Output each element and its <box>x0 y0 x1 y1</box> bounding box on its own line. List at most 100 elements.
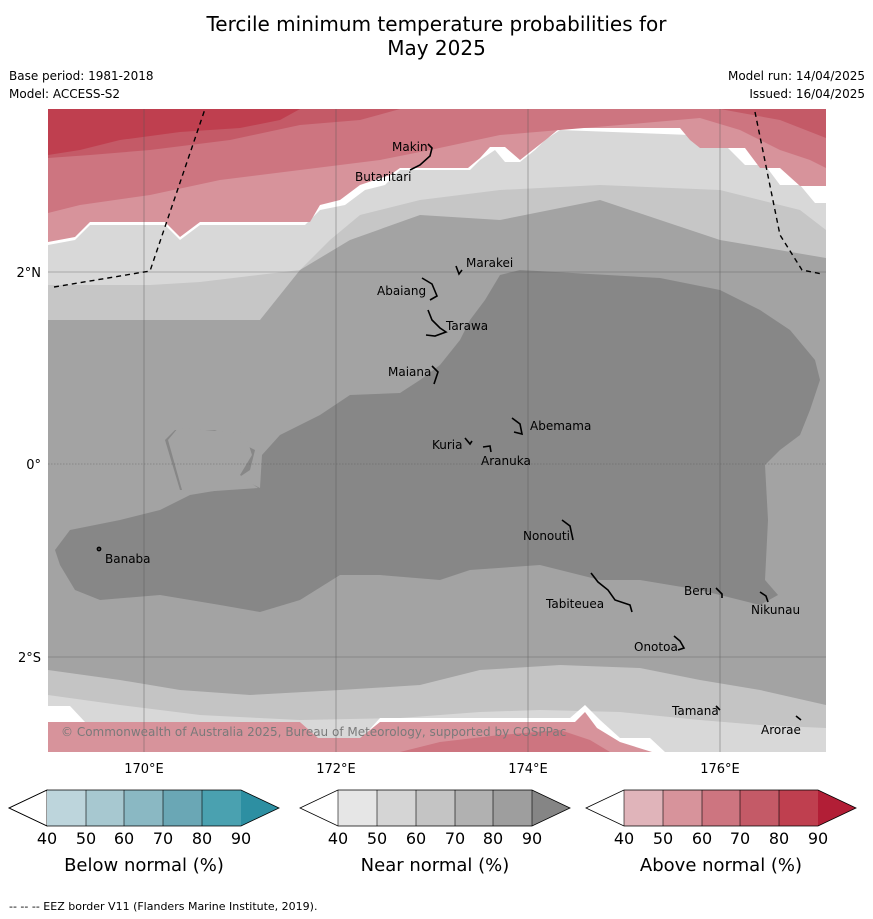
cb-near-tick-60: 60 <box>406 829 426 848</box>
cb-near-tick-90: 90 <box>522 829 542 848</box>
place-label-tabiteuea: Tabiteuea <box>545 597 604 611</box>
island-tabiteuea-shape <box>590 572 633 613</box>
lon-label-176E: 176°E <box>700 762 740 777</box>
colorbar-above-normal <box>585 789 857 827</box>
colorbar-below-normal <box>8 789 280 827</box>
place-label-nonouti: Nonouti <box>523 529 570 543</box>
eez-border-east <box>754 111 823 275</box>
copyright-notice: © Commonwealth of Australia 2025, Bureau… <box>61 725 566 739</box>
place-label-butaritari: Butaritari <box>355 170 412 184</box>
cb-below-tick-70: 70 <box>153 829 173 848</box>
cb-near-seg-80-90 <box>493 790 532 826</box>
eez-border <box>53 108 823 288</box>
cb-near-tick-40: 40 <box>328 829 348 848</box>
place-label-abaiang: Abaiang <box>377 284 426 298</box>
cb-above-seg-80-90 <box>779 790 818 826</box>
eez-border-west <box>53 108 206 288</box>
place-label-tamana: Tamana <box>671 704 719 718</box>
cb-near-tick-50: 50 <box>367 829 387 848</box>
lon-label-174E: 174°E <box>508 762 548 777</box>
lat-label-2S: 2°S <box>18 651 41 666</box>
cb-below-seg-80-90 <box>202 790 241 826</box>
cb-below-label: Below normal (%) <box>64 855 224 876</box>
cb-near-seg-60-70 <box>416 790 455 826</box>
island-kuria-shape <box>464 437 473 446</box>
cb-above-seg-50-60 <box>663 790 702 826</box>
above-normal-60-band-south <box>400 730 610 752</box>
place-label-onotoa: Onotoa <box>634 640 678 654</box>
island-arorae-shape <box>795 715 802 721</box>
place-label-marakei: Marakei <box>466 256 513 270</box>
place-label-arorae: Arorae <box>761 723 801 737</box>
cb-below-tick-40: 40 <box>37 829 57 848</box>
place-label-kuria: Kuria <box>432 438 463 452</box>
cb-below-tick-80: 80 <box>192 829 212 848</box>
island-onotoa-shape <box>673 635 686 651</box>
island-marakei-shape <box>455 265 463 276</box>
lon-label-170E: 170°E <box>124 762 164 777</box>
island-nikunau-shape <box>759 591 769 603</box>
cb-above-tick-70: 70 <box>730 829 750 848</box>
island-tarawa-shape <box>425 309 448 337</box>
cb-above-seg-60-70 <box>702 790 740 826</box>
model-run: Model run: 14/04/2025 <box>727 69 865 83</box>
island-nonouti-shape <box>561 519 574 541</box>
cb-above-label: Above normal (%) <box>640 855 802 876</box>
cb-near-seg-40-50 <box>338 790 377 826</box>
title-line-2: May 2025 <box>387 36 486 60</box>
place-label-maiana: Maiana <box>388 365 431 379</box>
title-line-1: Tercile minimum temperature probabilitie… <box>206 12 667 36</box>
eez-footnote: -- -- -- EEZ border V11 (Flanders Marine… <box>9 900 318 913</box>
cb-below-seg-50-60 <box>86 790 124 826</box>
cb-above-tick-40: 40 <box>614 829 634 848</box>
lon-label-172E: 172°E <box>316 762 356 777</box>
island-banaba-shape <box>96 546 102 552</box>
place-label-tarawa: Tarawa <box>445 319 488 333</box>
near-normal-70-region <box>55 270 820 612</box>
island-aranuka-shape <box>482 445 492 453</box>
islands <box>96 143 802 721</box>
cb-near-seg-50-60 <box>377 790 416 826</box>
near-normal-60-notch <box>168 428 258 492</box>
island-abemama-shape <box>511 417 524 436</box>
cb-above-seg-40-50 <box>624 790 663 826</box>
axis-labels: 170°E 172°E 174°E 176°E 2°N 0° 2°S <box>17 266 740 777</box>
colorbar-near-normal <box>299 789 571 827</box>
cb-near-low-arrow <box>300 790 338 826</box>
cb-above-tick-50: 50 <box>653 829 673 848</box>
base-period: Base period: 1981-2018 <box>9 69 154 83</box>
island-tamana-shape <box>715 705 721 711</box>
lat-label-2N: 2°N <box>17 266 42 281</box>
meta-left: Base period: 1981-2018 Model: ACCESS-S2 <box>9 67 154 103</box>
cb-above-tick-80: 80 <box>769 829 789 848</box>
cb-above-low-arrow <box>586 790 624 826</box>
colorbar-ticks: 40 50 60 70 80 90 40 50 60 70 80 90 40 5… <box>37 829 828 848</box>
place-label-aranuka: Aranuka <box>481 454 531 468</box>
cb-above-dividers <box>623 790 780 826</box>
place-label-banaba: Banaba <box>105 552 151 566</box>
cb-near-tick-80: 80 <box>483 829 503 848</box>
cb-near-label: Near normal (%) <box>361 855 510 876</box>
cb-below-high-arrow <box>241 790 279 826</box>
place-label-beru: Beru <box>684 584 712 598</box>
cb-below-seg-40-50 <box>47 790 86 826</box>
colorbar-labels: Below normal (%) Near normal (%) Above n… <box>64 855 802 876</box>
place-label-makin: Makin <box>392 140 428 154</box>
issued-date: Issued: 16/04/2025 <box>749 87 865 101</box>
above-normal-80-band <box>48 109 300 155</box>
lat-label-0: 0° <box>26 458 41 473</box>
cb-below-tick-60: 60 <box>114 829 134 848</box>
island-maiana-shape <box>431 365 439 385</box>
cb-near-dividers <box>337 790 533 826</box>
chart-title: Tercile minimum temperature probabilitie… <box>0 12 873 60</box>
probability-field <box>48 109 826 752</box>
cb-below-outline <box>8 789 280 827</box>
graticule <box>48 109 826 752</box>
model-name: Model: ACCESS-S2 <box>9 87 121 101</box>
cb-below-seg-70-80 <box>163 790 202 826</box>
cb-below-dividers <box>85 790 203 826</box>
place-labels: Makin Butaritari Marakei Abaiang Tarawa … <box>105 140 801 737</box>
cb-below-tick-50: 50 <box>76 829 96 848</box>
island-abaiang-shape <box>421 277 439 301</box>
